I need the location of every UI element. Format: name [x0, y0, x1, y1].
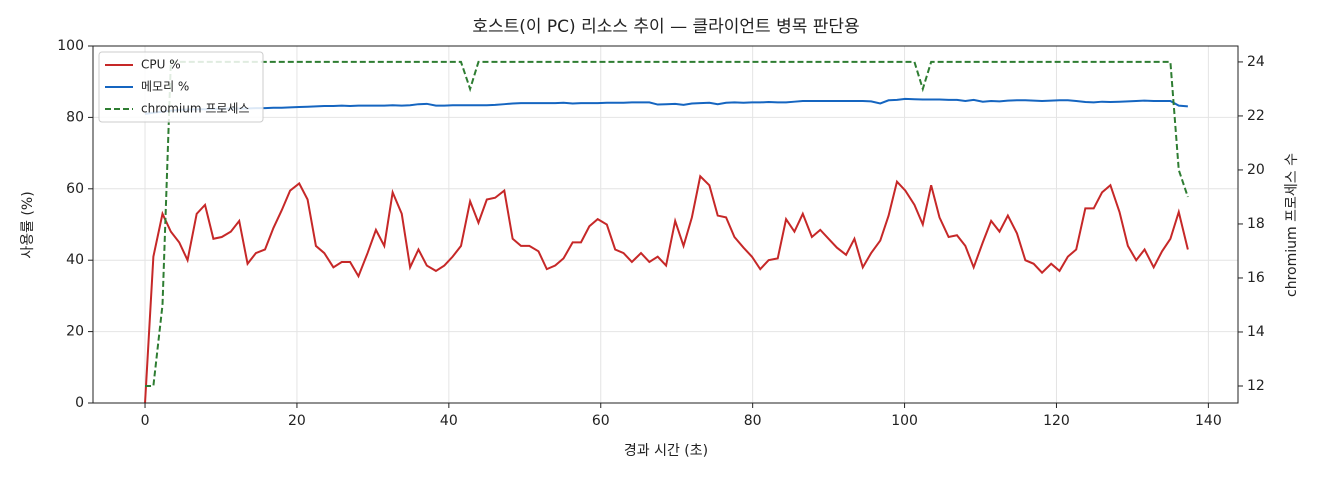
series-line: [145, 60, 1189, 387]
y2-axis-label: chromium 프로세스 수: [1284, 153, 1300, 297]
chart-title: 호스트(이 PC) 리소스 추이 — 클라이언트 병목 판단용: [472, 17, 859, 37]
x-tick-label: 60: [592, 413, 610, 429]
legend-label: chromium 프로세스: [141, 102, 250, 116]
x-tick-label: 40: [440, 413, 458, 429]
y2-tick-label: 20: [1247, 162, 1265, 178]
y-tick-label: 80: [66, 109, 84, 125]
x-tick-label: 120: [1043, 413, 1070, 429]
series-line: [144, 174, 1189, 404]
legend-box: [98, 51, 264, 123]
x-tick-label: 100: [891, 413, 918, 429]
x-tick-label: 80: [744, 413, 762, 429]
x-tick-label: 20: [288, 413, 306, 429]
y-tick-label: 100: [57, 38, 84, 54]
legend-label: CPU %: [141, 58, 181, 72]
y2-tick-label: 22: [1247, 108, 1265, 124]
x-tick-label: 140: [1195, 413, 1222, 429]
y2-tick-label: 14: [1247, 324, 1265, 340]
x-tick-label: 0: [141, 413, 150, 429]
y2-tick-label: 16: [1247, 270, 1265, 286]
y-tick-label: 60: [66, 181, 84, 197]
x-axis-label: 경과 시간 (초): [624, 443, 708, 459]
y-tick-label: 40: [66, 252, 84, 268]
legend-label: 메모리 %: [141, 80, 189, 94]
y2-tick-label: 12: [1247, 378, 1265, 394]
y2-tick-label: 18: [1247, 216, 1265, 232]
y-tick-label: 0: [75, 395, 84, 411]
y-axis-label: 사용률 (%): [20, 191, 36, 258]
legend: CPU % 메모리 % chromium 프로세스: [98, 51, 264, 123]
y2-tick-label: 24: [1247, 54, 1265, 70]
plot-frame: [92, 45, 1239, 404]
y-tick-label: 20: [66, 324, 84, 340]
series-line: [144, 97, 1188, 115]
